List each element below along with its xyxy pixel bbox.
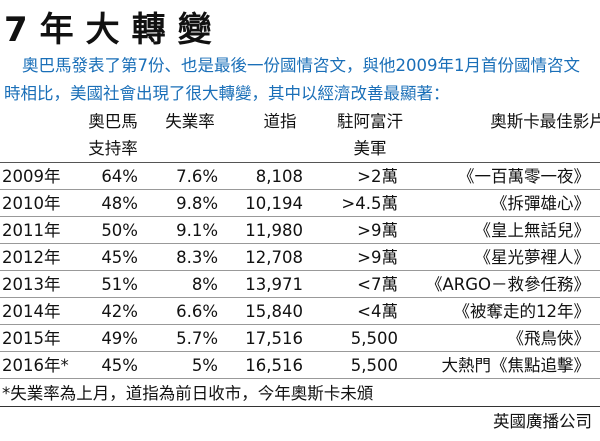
- row-label: 2014年: [2, 302, 61, 321]
- table-cell: >9萬: [357, 221, 398, 240]
- table-cell: <4萬: [357, 302, 398, 321]
- table-cell: <7萬: [357, 275, 398, 294]
- table-cell: 50%: [101, 221, 138, 240]
- table-cell: 12,708: [245, 248, 303, 267]
- table-cell: 8,108: [255, 167, 303, 186]
- table-cell: 17,516: [245, 329, 303, 348]
- row-label: 2011年: [2, 221, 61, 240]
- table-cell: 8%: [191, 275, 218, 294]
- table-cell: 大熱門《焦點追擊》: [441, 356, 591, 375]
- table-cell: 《ARGO－救參任務》: [425, 275, 590, 294]
- row-divider: [0, 189, 600, 190]
- footnote: *失業率為上月，道指為前日收市，今年奧斯卡未頒: [2, 384, 374, 403]
- row-divider: [0, 216, 600, 217]
- table-cell: 48%: [101, 194, 138, 213]
- table-cell: 《星光夢裡人》: [474, 248, 591, 267]
- table-cell: 《被奪走的12年》: [453, 302, 591, 321]
- column-header: 支持率: [88, 139, 138, 158]
- row-divider: [0, 351, 600, 352]
- row-label: 2015年: [2, 329, 61, 348]
- column-header: 奧巴馬: [88, 112, 138, 131]
- row-label: 2010年: [2, 194, 61, 213]
- table-cell: 5,500: [350, 356, 398, 375]
- row-divider: [0, 162, 600, 163]
- table-cell: 6.6%: [176, 302, 218, 321]
- source: 英國廣播公司: [493, 412, 592, 431]
- column-header: 駐阿富汗: [337, 112, 403, 131]
- row-label: 2012年: [2, 248, 61, 267]
- table-cell: 42%: [101, 302, 138, 321]
- table-cell: 13,971: [245, 275, 303, 294]
- table-cell: 5%: [191, 356, 218, 375]
- table-cell: >2萬: [357, 167, 398, 186]
- table-cell: 5,500: [350, 329, 398, 348]
- table-cell: 45%: [101, 248, 138, 267]
- table-cell: 16,516: [245, 356, 303, 375]
- row-divider: [0, 324, 600, 325]
- table-cell: 45%: [101, 356, 138, 375]
- divider: [0, 406, 600, 407]
- column-header: 失業率: [165, 112, 215, 131]
- intro: 奧巴馬發表了第7份、也是最後一份國情咨文，與他2009年1月首份國情咨文時相比，…: [4, 56, 580, 103]
- table-cell: 《一百萬零一夜》: [458, 167, 590, 186]
- table-cell: 15,840: [245, 302, 303, 321]
- table-cell: 7.6%: [176, 167, 218, 186]
- title: 7年大轉變: [4, 10, 224, 50]
- table-cell: 《飛鳥俠》: [507, 329, 591, 348]
- row-divider: [0, 297, 600, 298]
- table-cell: 9.1%: [176, 221, 218, 240]
- row-label: 2016年*: [2, 356, 69, 375]
- table-cell: >4.5萬: [341, 194, 398, 213]
- row-label: 2013年: [2, 275, 61, 294]
- table-cell: 8.3%: [176, 248, 218, 267]
- table-cell: 《皇上無話兒》: [474, 221, 591, 240]
- row-label: 2009年: [2, 167, 61, 186]
- table-cell: 11,980: [245, 221, 303, 240]
- table-cell: 64%: [101, 167, 138, 186]
- row-divider: [0, 243, 600, 244]
- table-cell: 《拆彈雄心》: [491, 194, 590, 213]
- table-cell: 10,194: [245, 194, 303, 213]
- table-cell: 49%: [101, 329, 138, 348]
- column-header: 道指: [263, 112, 297, 131]
- column-header: 奧斯卡最佳影片: [490, 112, 600, 131]
- table-cell: >9萬: [357, 248, 398, 267]
- table-cell: 9.8%: [176, 194, 218, 213]
- table-cell: 51%: [101, 275, 138, 294]
- row-divider: [0, 378, 600, 379]
- column-header: 美軍: [353, 139, 387, 158]
- row-divider: [0, 270, 600, 271]
- table-cell: 5.7%: [176, 329, 218, 348]
